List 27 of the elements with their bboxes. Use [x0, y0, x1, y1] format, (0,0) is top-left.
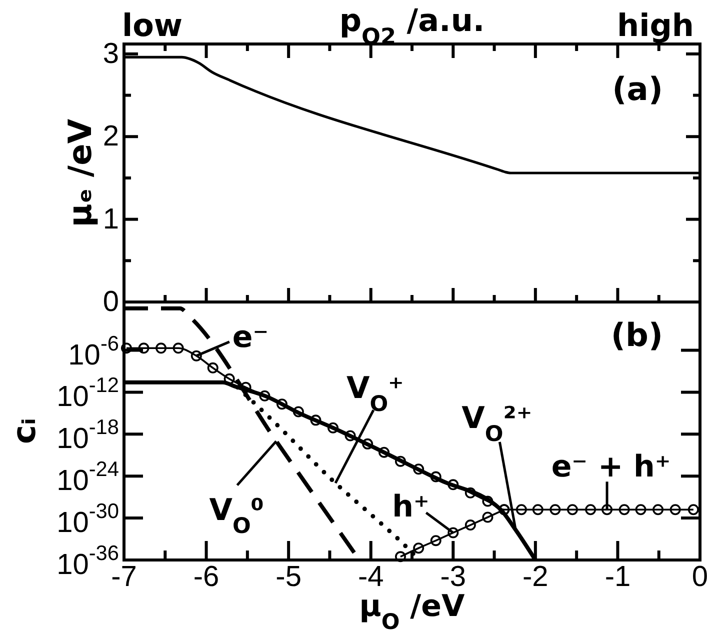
- y-tick-label: 3: [102, 38, 119, 70]
- y-axis-title: μₑ /eV: [61, 118, 99, 228]
- x-tick-label: -5: [276, 561, 302, 593]
- annotation: e⁻ + h⁺: [551, 450, 671, 485]
- y-tick-label: 2: [102, 120, 119, 153]
- text: low: [122, 8, 183, 44]
- text: (b): [610, 316, 663, 354]
- annotation: V$_{O}$⁺: [346, 371, 404, 417]
- y-tick-label: 1: [102, 203, 119, 236]
- y-axis-title: cᵢ: [5, 418, 43, 444]
- y-tick-label: 10$^{-18}$: [56, 416, 119, 456]
- y-tick-label: 10$^{-30}$: [56, 500, 119, 540]
- x-tick-label: -7: [111, 561, 137, 593]
- annotation: V$_{O}$⁰: [209, 493, 264, 539]
- text: (a): [612, 70, 663, 108]
- annotation: h⁺: [392, 490, 430, 525]
- x-tick-label: -2: [522, 561, 548, 593]
- text: high: [617, 8, 694, 44]
- y-tick-label: 10$^{-24}$: [56, 458, 119, 498]
- y-tick-label: 0: [102, 286, 119, 318]
- x-tick-label: -6: [193, 561, 220, 593]
- annotation: V$_{O}$²⁺: [462, 400, 532, 446]
- annotation: e⁻: [232, 320, 269, 355]
- x-tick-label: 0: [692, 561, 707, 593]
- y-tick-label: 10$^{-6}$: [68, 332, 119, 372]
- y-tick-label: 10$^{-12}$: [56, 374, 119, 414]
- x-tick-label: -1: [604, 561, 631, 593]
